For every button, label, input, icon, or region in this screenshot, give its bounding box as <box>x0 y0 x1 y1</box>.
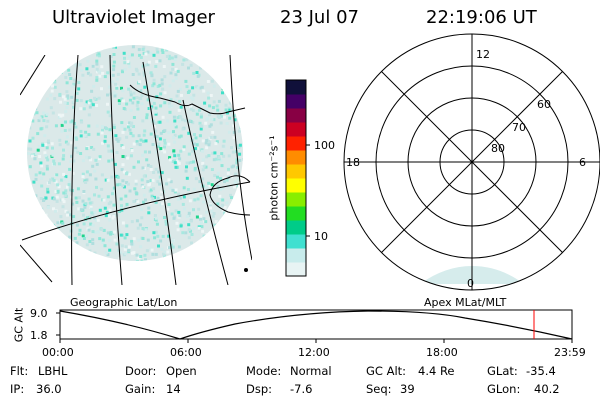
mlt-label-18: 18 <box>346 156 360 169</box>
dsp-label: Dsp: <box>246 382 273 396</box>
seq-label: Seq: <box>366 382 392 396</box>
geographic-grid <box>20 55 252 285</box>
glon-label: GLon: <box>487 382 521 396</box>
colorbar-tick-10: 10 <box>314 230 328 243</box>
time-tick-2359: 23:59 <box>554 346 586 359</box>
mlt-label-6: 6 <box>579 156 586 169</box>
altitude-plot <box>56 309 573 343</box>
colorbar-band <box>286 122 306 137</box>
colorbar-band <box>286 150 306 165</box>
colorbar-band <box>286 262 306 277</box>
colorbar <box>285 79 310 277</box>
coast-dot <box>244 268 248 272</box>
polar-plot <box>343 33 600 291</box>
colorbar-band <box>286 108 306 123</box>
mode-value: Normal <box>290 364 332 378</box>
gcalt-value: 4.4 Re <box>418 364 455 378</box>
mlat-label-70: 70 <box>512 121 526 134</box>
time-tick-1200: 12:00 <box>298 346 330 359</box>
colorbar-band <box>286 248 306 263</box>
mlt-label-12: 12 <box>476 48 490 61</box>
gcalt-label: GC Alt: <box>366 364 407 378</box>
date-label: 23 Jul 07 <box>280 7 359 28</box>
colorbar-tick-100: 100 <box>314 139 335 152</box>
colorbar-band <box>286 234 306 249</box>
apex-panel-label: Apex MLat/MLT <box>424 296 507 309</box>
seq-value: 39 <box>400 382 415 396</box>
instrument-title: Ultraviolet Imager <box>52 7 215 28</box>
colorbar-band <box>286 206 306 221</box>
time-tick-0600: 06:00 <box>170 346 202 359</box>
geographic-image <box>27 45 243 261</box>
ip-value: 36.0 <box>36 382 62 396</box>
altitude-ylabel: GC Alt <box>12 307 26 343</box>
colorbar-band <box>286 80 306 95</box>
dsp-value: -7.6 <box>290 382 313 396</box>
colorbar-band <box>286 220 306 235</box>
time-tick-0000: 00:00 <box>42 346 74 359</box>
ip-label: IP: <box>10 382 25 396</box>
mlat-label-60: 60 <box>537 98 551 111</box>
colorbar-band <box>286 192 306 207</box>
altitude-ytick-top: 9.0 <box>30 307 48 320</box>
altitude-ytick-bottom: 1.8 <box>30 329 48 342</box>
door-label: Door: <box>125 364 157 378</box>
flt-label: Flt: <box>10 364 29 378</box>
mlt-label-0: 0 <box>467 277 474 290</box>
flt-value: LBHL <box>38 364 68 378</box>
mlat-label-80: 80 <box>491 142 505 155</box>
colorbar-band <box>286 178 306 193</box>
gain-label: Gain: <box>125 382 156 396</box>
glat-value: -35.4 <box>526 364 556 378</box>
geographic-panel-label: Geographic Lat/Lon <box>70 296 178 309</box>
glon-value: 40.2 <box>534 382 560 396</box>
time-tick-1800: 18:00 <box>426 346 458 359</box>
colorbar-band <box>286 94 306 109</box>
glat-label: GLat: <box>487 364 518 378</box>
mode-label: Mode: <box>246 364 282 378</box>
time-label: 22:19:06 UT <box>426 7 537 28</box>
door-value: Open <box>166 364 197 378</box>
colorbar-band <box>286 164 306 179</box>
gain-value: 14 <box>166 382 181 396</box>
colorbar-unit-label: photon cm⁻²s⁻¹ <box>267 135 281 221</box>
colorbar-band <box>286 136 306 151</box>
